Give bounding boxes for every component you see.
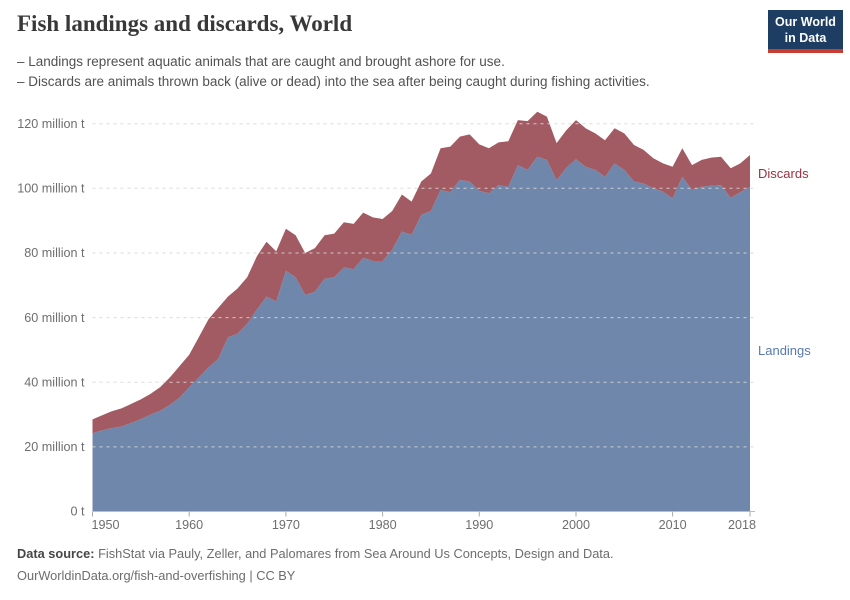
x-axis-tick-label: 2010 [659, 518, 687, 532]
subtitle-line-discards: – Discards are animals thrown back (aliv… [17, 73, 650, 89]
series-label-landings: Landings [758, 343, 811, 358]
landings-area [92, 156, 750, 512]
footer-link-line: OurWorldinData.org/fish-and-overfishing … [17, 568, 296, 583]
x-axis-tick-label: 1990 [465, 518, 493, 532]
page-title: Fish landings and discards, World [17, 11, 353, 36]
y-axis-tick-label: 120 million t [17, 117, 85, 131]
footer-source-text: FishStat via Pauly, Zeller, and Palomare… [94, 546, 614, 561]
discards-area [92, 111, 750, 434]
y-axis-tick-label: 0 t [70, 505, 85, 519]
x-axis-tick-label: 1980 [369, 518, 397, 532]
x-axis-tick-label: 1960 [175, 518, 203, 532]
owid-logo-line1: Our World [775, 15, 836, 29]
y-axis-tick-label: 60 million t [24, 311, 85, 325]
y-axis-tick-label: 40 million t [24, 375, 85, 389]
y-axis-tick-label: 20 million t [24, 440, 85, 454]
x-axis-tick-label: 1950 [92, 518, 120, 532]
subtitle-line-landings: – Landings represent aquatic animals tha… [17, 54, 505, 69]
owid-logo-line2: in Data [784, 30, 827, 45]
owid-logo-red-bar [768, 49, 843, 53]
chart-subtitle: – Landings represent aquatic animals tha… [17, 52, 747, 91]
x-axis-tick-label: 2018 [728, 518, 756, 532]
y-axis-tick-label: 80 million t [24, 246, 85, 260]
footer-source-line: Data source: FishStat via Pauly, Zeller,… [17, 543, 833, 565]
x-axis-tick-label: 2000 [562, 518, 590, 532]
chart-footer: Data source: FishStat via Pauly, Zeller,… [17, 543, 833, 587]
y-axis-tick-label: 100 million t [17, 182, 85, 196]
x-axis-tick-label: 1970 [272, 518, 300, 532]
owid-logo: Our World in Data [768, 10, 843, 50]
footer-source-label: Data source: [17, 546, 95, 561]
series-label-discards: Discards [758, 166, 809, 181]
